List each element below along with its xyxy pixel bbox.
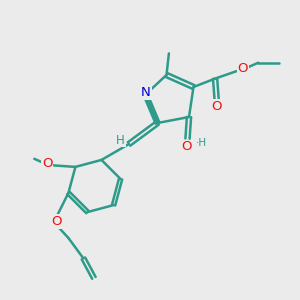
Text: O: O xyxy=(238,62,248,75)
Text: H: H xyxy=(116,134,125,147)
Text: N: N xyxy=(141,86,151,99)
Text: ·H: ·H xyxy=(196,138,208,148)
Text: O: O xyxy=(42,158,52,170)
Text: O: O xyxy=(211,100,222,113)
Text: O: O xyxy=(51,215,62,228)
Text: O: O xyxy=(181,140,191,153)
